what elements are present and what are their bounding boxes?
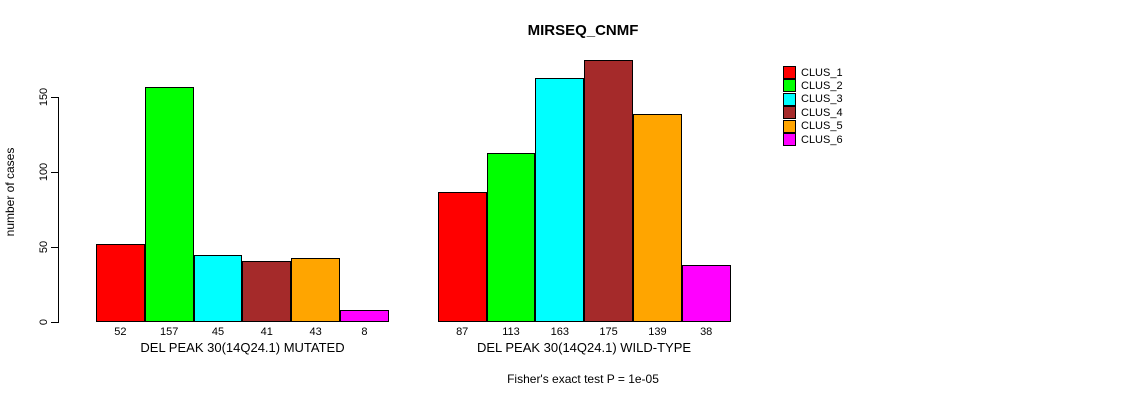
legend-label: CLUS_1 xyxy=(801,66,843,79)
bar-value-label: 113 xyxy=(502,326,520,338)
bar-clus_4 xyxy=(584,59,633,322)
bar-clus_6 xyxy=(340,310,389,322)
x-axis-label-wild-type: DEL PEAK 30(14Q24.1) WILD-TYPE xyxy=(476,340,692,355)
bar-clus_1 xyxy=(437,191,487,322)
legend-swatch-clus_1 xyxy=(783,66,796,79)
legend-swatch-clus_3 xyxy=(783,92,796,106)
legend-label: CLUS_6 xyxy=(801,133,843,146)
bar-value-label: 163 xyxy=(550,326,569,338)
legend-swatch-clus_2 xyxy=(783,79,796,93)
bar-value-label: 8 xyxy=(361,326,368,338)
y-axis-tick-label: 0 xyxy=(38,318,50,326)
legend-label: CLUS_3 xyxy=(801,93,843,106)
legend-swatch-clus_5 xyxy=(783,119,796,133)
bar-value-label: 139 xyxy=(648,326,667,338)
bar-clus_5 xyxy=(291,257,340,322)
y-axis-line xyxy=(58,97,59,323)
bar-clus_4 xyxy=(242,260,292,322)
bar-value-label: 41 xyxy=(260,326,273,338)
legend-swatch-clus_4 xyxy=(783,106,796,120)
y-axis-tick xyxy=(51,172,58,173)
bar-clus_3 xyxy=(535,77,585,322)
legend-swatch-clus_6 xyxy=(783,133,796,146)
bar-value-label: 52 xyxy=(114,326,127,338)
chart-title: MIRSEQ_CNMF xyxy=(527,22,639,39)
legend-item-clus_3: CLUS_3 xyxy=(783,92,843,106)
legend-item-clus_6: CLUS_6 xyxy=(783,133,843,146)
legend-label: CLUS_5 xyxy=(801,120,843,133)
legend-label: CLUS_4 xyxy=(801,106,843,119)
legend-item-clus_4: CLUS_4 xyxy=(783,106,843,120)
bar-clus_2 xyxy=(144,86,194,322)
bar-clus_3 xyxy=(193,254,243,322)
y-axis-tick-label: 100 xyxy=(38,162,50,182)
legend-item-clus_5: CLUS_5 xyxy=(783,119,843,133)
fisher-test-annotation: Fisher's exact test P = 1e-05 xyxy=(507,372,659,386)
legend-label: CLUS_2 xyxy=(801,79,843,92)
bar-value-label: 43 xyxy=(309,326,322,338)
y-axis-tick xyxy=(51,247,58,248)
bar-value-label: 87 xyxy=(456,326,469,338)
y-axis-tick-label: 150 xyxy=(38,87,50,107)
bar-clus_6 xyxy=(681,265,731,322)
y-axis-title: number of cases xyxy=(3,147,17,237)
legend-item-clus_1: CLUS_1 xyxy=(783,66,843,79)
legend-item-clus_2: CLUS_2 xyxy=(783,79,843,93)
x-axis-label-mutated: DEL PEAK 30(14Q24.1) MUTATED xyxy=(140,340,345,355)
bar-clus_5 xyxy=(633,113,682,322)
bar-value-label: 157 xyxy=(160,326,179,338)
bar-value-label: 38 xyxy=(700,326,713,338)
y-axis-tick-label: 50 xyxy=(38,240,50,254)
y-axis-tick xyxy=(51,97,58,98)
bar-value-label: 175 xyxy=(599,326,618,338)
y-axis-tick xyxy=(51,322,58,323)
bar-clus_1 xyxy=(96,244,145,322)
bar-value-label: 45 xyxy=(211,326,225,338)
bar-clus_2 xyxy=(486,152,536,322)
